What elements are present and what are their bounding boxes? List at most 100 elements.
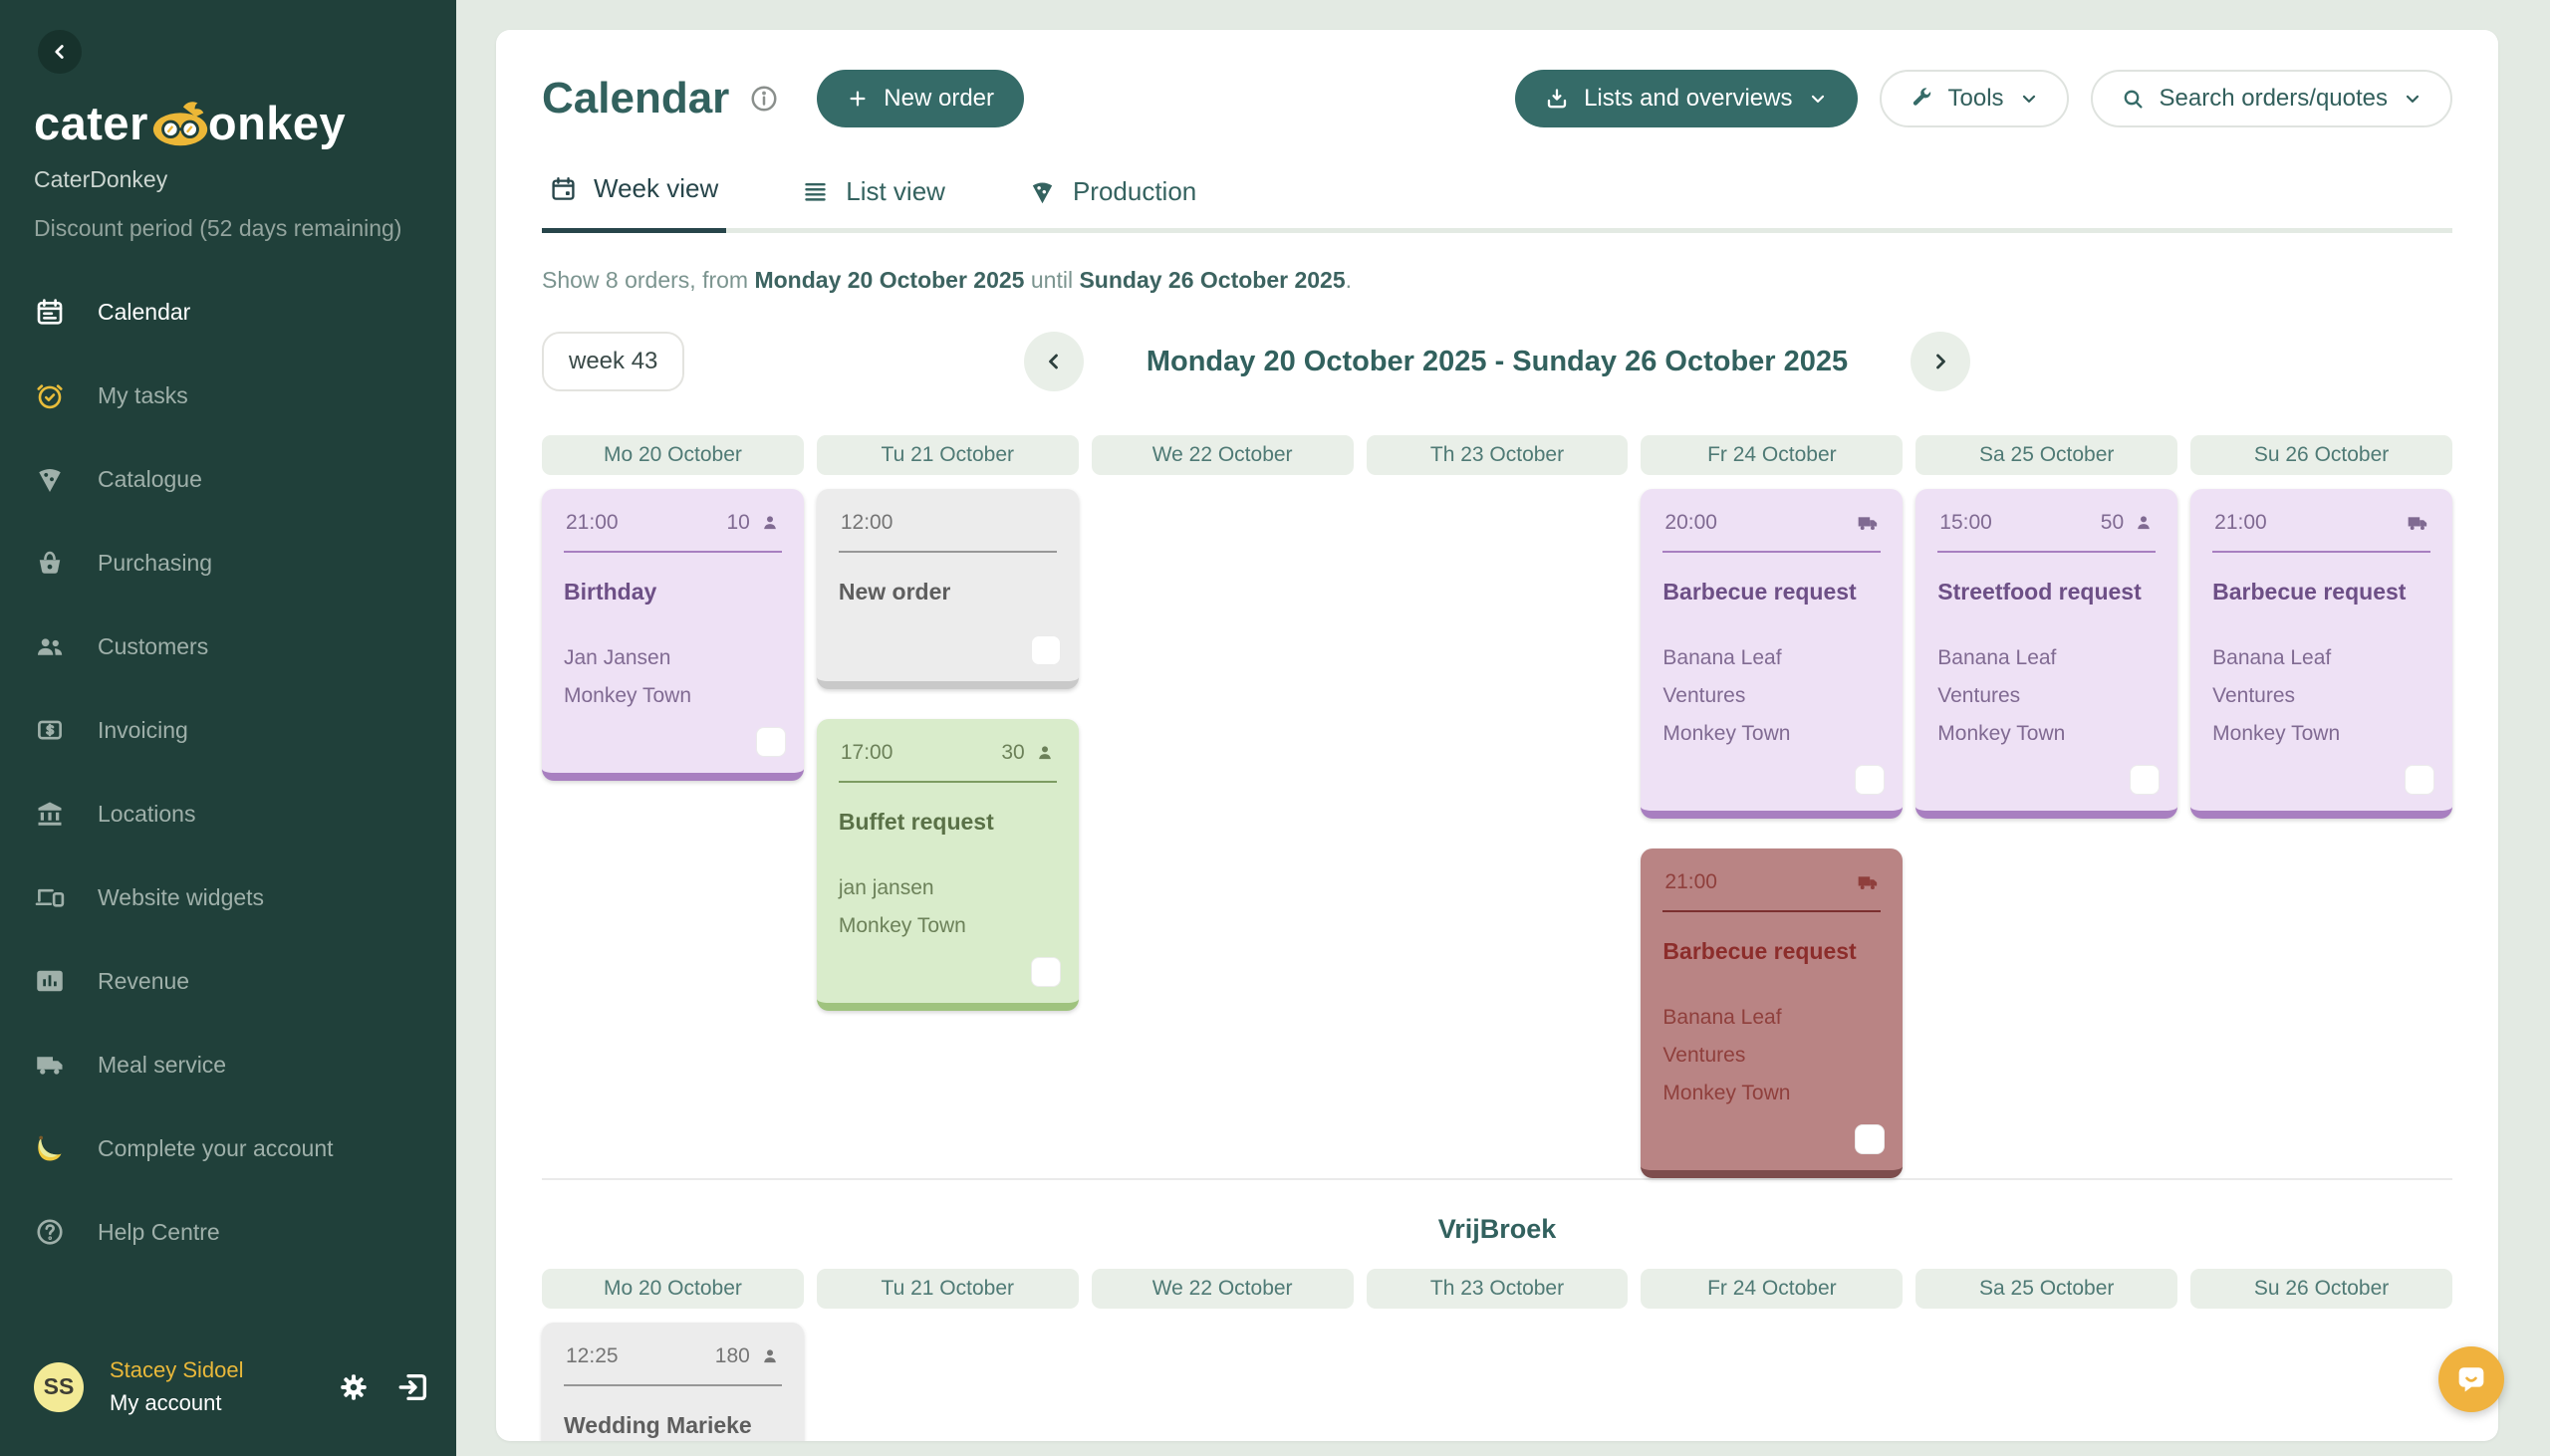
week-navigation: week 43 Monday 20 October 2025 - Sunday … xyxy=(542,330,2452,393)
sidebar-item-label: Purchasing xyxy=(98,550,213,576)
day-column-label: Sa 25 October xyxy=(1915,435,2178,475)
order-time: 15:00 xyxy=(1939,511,1992,534)
day-column xyxy=(1367,1323,1629,1441)
next-week-button[interactable] xyxy=(1911,332,1970,391)
discount-period-notice: Discount period (52 days remaining) xyxy=(34,215,402,241)
order-title: Barbecue request xyxy=(2212,579,2407,605)
pizza-slice-icon xyxy=(34,463,66,495)
day-column: 21:00 10 Birthday Jan Jansen Monkey Town xyxy=(542,489,804,1178)
alarm-check-icon xyxy=(34,379,66,411)
list-icon xyxy=(802,178,829,205)
collapse-sidebar-button[interactable] xyxy=(38,30,82,74)
order-checkbox[interactable] xyxy=(2130,765,2161,795)
truck-icon xyxy=(34,1049,66,1081)
sidebar-item-label: Meal service xyxy=(98,1052,227,1078)
lists-overviews-button[interactable]: Lists and overviews xyxy=(1515,70,1858,127)
tab-label: Production xyxy=(1072,175,1197,206)
order-title: Streetfood request xyxy=(1937,579,2142,605)
week-grid: 21:00 10 Birthday Jan Jansen Monkey Town xyxy=(542,489,2452,1178)
day-column xyxy=(817,1323,1079,1441)
week-range-label: Monday 20 October 2025 - Sunday 26 Octob… xyxy=(1146,345,1849,377)
day-column-label: We 22 October xyxy=(1091,1269,1354,1309)
search-orders-button[interactable]: Search orders/quotes xyxy=(2090,70,2452,127)
day-column xyxy=(1092,489,1354,1178)
order-card[interactable]: 21:00 10 Birthday Jan Jansen Monkey Town xyxy=(542,489,804,781)
banana-icon xyxy=(34,1132,66,1164)
sidebar-item-invoicing[interactable]: Invoicing xyxy=(34,714,430,746)
order-location: Monkey Town xyxy=(1937,722,2066,745)
main-area: Calendar New order Lists and overviews xyxy=(456,0,2550,1456)
day-column: 21:00 Barbecue request Banana Leaf Ventu… xyxy=(2190,489,2452,1178)
day-column-label: We 22 October xyxy=(1091,435,1354,475)
tab-list-view[interactable]: List view xyxy=(794,173,953,233)
day-column-label: Th 23 October xyxy=(1366,435,1629,475)
order-card[interactable]: 12:00 New order xyxy=(816,489,1079,689)
chevron-down-icon xyxy=(1808,89,1828,109)
sidebar-item-purchasing[interactable]: Purchasing xyxy=(34,547,430,579)
tab-week-view[interactable]: Week view xyxy=(542,173,727,233)
order-title: Buffet request xyxy=(838,809,994,835)
order-checkbox[interactable] xyxy=(1855,1124,1886,1154)
day-column xyxy=(1641,1323,1903,1441)
sidebar-item-label: Invoicing xyxy=(98,717,188,743)
order-checkbox[interactable] xyxy=(1030,635,1061,665)
sidebar-item-calendar[interactable]: Calendar xyxy=(34,296,430,328)
sidebar-item-complete-account[interactable]: Complete your account xyxy=(34,1132,430,1164)
delivery-truck-icon xyxy=(1857,512,1879,534)
day-column-label: Mo 20 October xyxy=(542,1269,804,1309)
app-logo: cater onkey xyxy=(34,96,430,150)
tools-button[interactable]: Tools xyxy=(1879,70,2069,127)
order-location: Monkey Town xyxy=(1662,722,1791,745)
avatar[interactable]: SS xyxy=(34,1361,84,1412)
search-orders-label: Search orders/quotes xyxy=(2159,85,2388,112)
bank-icon xyxy=(34,798,66,830)
order-checkbox[interactable] xyxy=(1030,957,1061,987)
sidebar-item-meal-service[interactable]: Meal service xyxy=(34,1049,430,1081)
basket-icon xyxy=(34,547,66,579)
sidebar-item-revenue[interactable]: Revenue xyxy=(34,965,430,997)
logo-text-onkey: onkey xyxy=(207,97,347,149)
person-icon xyxy=(760,513,780,533)
order-card[interactable]: 21:00 Barbecue request Banana Leaf Ventu… xyxy=(1641,849,1904,1178)
order-time: 17:00 xyxy=(840,741,893,764)
new-order-button[interactable]: New order xyxy=(817,70,1025,127)
tab-production[interactable]: Production xyxy=(1021,173,1204,233)
order-title: Wedding Marieke en Johan xyxy=(564,1412,752,1438)
previous-week-button[interactable] xyxy=(1024,332,1084,391)
order-card[interactable]: 20:00 Barbecue request Banana Leaf Ventu… xyxy=(1641,489,1904,819)
tab-label: Week view xyxy=(594,173,719,203)
section-divider xyxy=(542,1178,2452,1180)
order-card[interactable]: 15:00 50 Streetfood request Banana Leaf … xyxy=(1915,489,2178,819)
sidebar-item-help-centre[interactable]: Help Centre xyxy=(34,1216,430,1248)
sidebar-item-my-tasks[interactable]: My tasks xyxy=(34,379,430,411)
tools-label: Tools xyxy=(1947,85,2004,112)
day-column: 20:00 Barbecue request Banana Leaf Ventu… xyxy=(1641,489,1904,1178)
logout-button[interactable] xyxy=(396,1370,430,1404)
sidebar-item-catalogue[interactable]: Catalogue xyxy=(34,463,430,495)
chat-launcher-button[interactable] xyxy=(2438,1346,2504,1412)
account-subtitle[interactable]: My account xyxy=(110,1390,222,1415)
sidebar-item-locations[interactable]: Locations xyxy=(34,798,430,830)
page-header: Calendar New order Lists and overviews xyxy=(542,70,2452,127)
sidebar-item-website-widgets[interactable]: Website widgets xyxy=(34,881,430,913)
account-name[interactable]: Stacey Sidoel xyxy=(110,1357,244,1382)
info-button[interactable] xyxy=(749,84,779,114)
order-card[interactable]: 12:25 180 Wedding Marieke en Johan Marie… xyxy=(542,1323,804,1441)
sidebar-item-label: Calendar xyxy=(98,299,191,325)
settings-button[interactable] xyxy=(337,1370,371,1404)
order-checkbox[interactable] xyxy=(755,727,786,757)
day-columns-header: Mo 20 October Tu 21 October We 22 Octobe… xyxy=(542,435,2452,475)
order-title: Birthday xyxy=(564,579,657,605)
order-card[interactable]: 17:00 30 Buffet request jan jansen Monke… xyxy=(816,719,1079,1011)
order-checkbox[interactable] xyxy=(1855,765,1886,795)
order-location: Monkey Town xyxy=(838,914,966,937)
order-customer: Banana Leaf Ventures xyxy=(1662,646,1782,707)
search-icon xyxy=(2121,87,2145,111)
sidebar-item-customers[interactable]: Customers xyxy=(34,630,430,662)
people-icon xyxy=(34,630,66,662)
day-column xyxy=(1367,489,1629,1178)
order-time: 12:00 xyxy=(840,511,893,534)
order-checkbox[interactable] xyxy=(2405,765,2434,795)
summary-text: . xyxy=(1345,267,1353,293)
order-card[interactable]: 21:00 Barbecue request Banana Leaf Ventu… xyxy=(2190,489,2452,819)
